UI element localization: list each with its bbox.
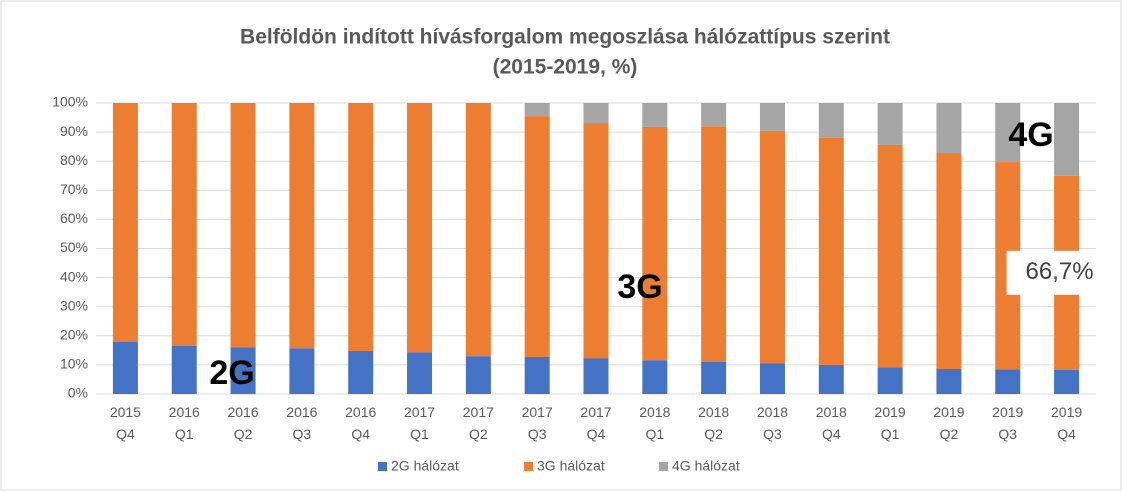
bar-segment — [642, 360, 668, 394]
x-tick-label: 2016 Q3 — [286, 404, 317, 442]
bar-segment — [642, 103, 668, 127]
bar-segment — [289, 103, 315, 349]
x-tick-label: 2017 Q4 — [580, 404, 611, 442]
bar-segment — [524, 357, 550, 394]
data-label: 66,7% — [1026, 258, 1094, 285]
x-tick-label: 2016 Q1 — [169, 404, 200, 442]
bar-segment — [701, 361, 727, 394]
legend-swatch — [378, 462, 387, 471]
x-tick-label: 2018 Q2 — [698, 404, 729, 442]
y-tick-label: 80% — [60, 152, 88, 168]
y-tick-label: 0% — [68, 385, 88, 401]
bar-segment — [877, 103, 903, 145]
y-tick-label: 40% — [60, 268, 88, 284]
bar-segment — [112, 103, 138, 342]
bar-segment — [759, 130, 785, 364]
x-tick-label: 2019 Q4 — [1051, 404, 1082, 442]
y-tick-label: 60% — [60, 210, 88, 226]
x-tick-label: 2017 Q2 — [463, 404, 494, 442]
x-tick-label: 2019 Q2 — [933, 404, 964, 442]
bar-segment — [818, 103, 844, 138]
bar-segment — [524, 103, 550, 117]
bar-segment — [701, 126, 727, 362]
legend-label: 2G hálózat — [391, 458, 459, 474]
bar-segment — [995, 103, 1021, 163]
bar-segment — [818, 137, 844, 365]
bar-segment — [348, 103, 374, 351]
x-tick-label: 2016 Q2 — [227, 404, 258, 442]
annotation: 4G — [1008, 116, 1053, 154]
bar-segment — [1054, 369, 1080, 394]
x-tick-label: 2018 Q1 — [639, 404, 670, 442]
bar-segment — [524, 116, 550, 358]
bar-segment — [465, 356, 491, 394]
bar-segment — [465, 103, 491, 357]
bar-segment — [936, 153, 962, 369]
bar-segment — [583, 123, 609, 359]
bar-segment — [759, 363, 785, 394]
x-tick-label: 2015 Q4 — [110, 404, 141, 442]
x-tick-label: 2017 Q1 — [404, 404, 435, 442]
x-tick-label: 2018 Q3 — [757, 404, 788, 442]
annotation: 2G — [209, 354, 254, 392]
y-tick-label: 50% — [60, 239, 88, 255]
bar-segment — [289, 348, 315, 394]
x-tick-label: 2019 Q3 — [992, 404, 1023, 442]
y-tick-label: 10% — [60, 356, 88, 372]
bar-segment — [230, 347, 256, 394]
bar-segment — [230, 103, 256, 348]
x-tick-label: 2016 Q4 — [345, 404, 376, 442]
y-tick-label: 30% — [60, 297, 88, 313]
bar-segment — [112, 341, 138, 394]
x-tick-label: 2019 Q1 — [875, 404, 906, 442]
legend-swatch — [524, 462, 533, 471]
bar-segment — [877, 367, 903, 394]
annotation: 3G — [617, 268, 662, 306]
legend-swatch — [659, 462, 668, 471]
bar-segment — [583, 103, 609, 124]
legend-label: 3G hálózat — [537, 458, 605, 474]
bar-segment — [759, 103, 785, 131]
bar-segment — [877, 144, 903, 368]
bar-segment — [407, 352, 433, 394]
chart-subtitle: (2015-2019, %) — [493, 56, 638, 79]
x-tick-label: 2017 Q3 — [522, 404, 553, 442]
y-tick-label: 20% — [60, 327, 88, 343]
bar-segment — [936, 368, 962, 394]
y-tick-label: 90% — [60, 123, 88, 139]
legend-label: 4G hálózat — [672, 458, 740, 474]
data-label-box — [1006, 250, 1113, 295]
bar-segment — [583, 358, 609, 394]
y-tick-label: 70% — [60, 181, 88, 197]
bar-segment — [171, 103, 197, 346]
y-tick-label: 100% — [52, 94, 88, 110]
bar-segment — [818, 364, 844, 394]
bar-segment — [995, 369, 1021, 394]
bar-segment — [1054, 103, 1080, 176]
bar-segment — [642, 126, 668, 361]
bar-segment — [936, 103, 962, 154]
bar-segment — [171, 345, 197, 394]
bar-segment — [407, 103, 433, 353]
x-tick-label: 2018 Q4 — [816, 404, 847, 442]
bar-segment — [701, 103, 727, 127]
bar-segment — [348, 350, 374, 394]
chart-title: Belföldön indított hívásforgalom megoszl… — [240, 26, 890, 49]
